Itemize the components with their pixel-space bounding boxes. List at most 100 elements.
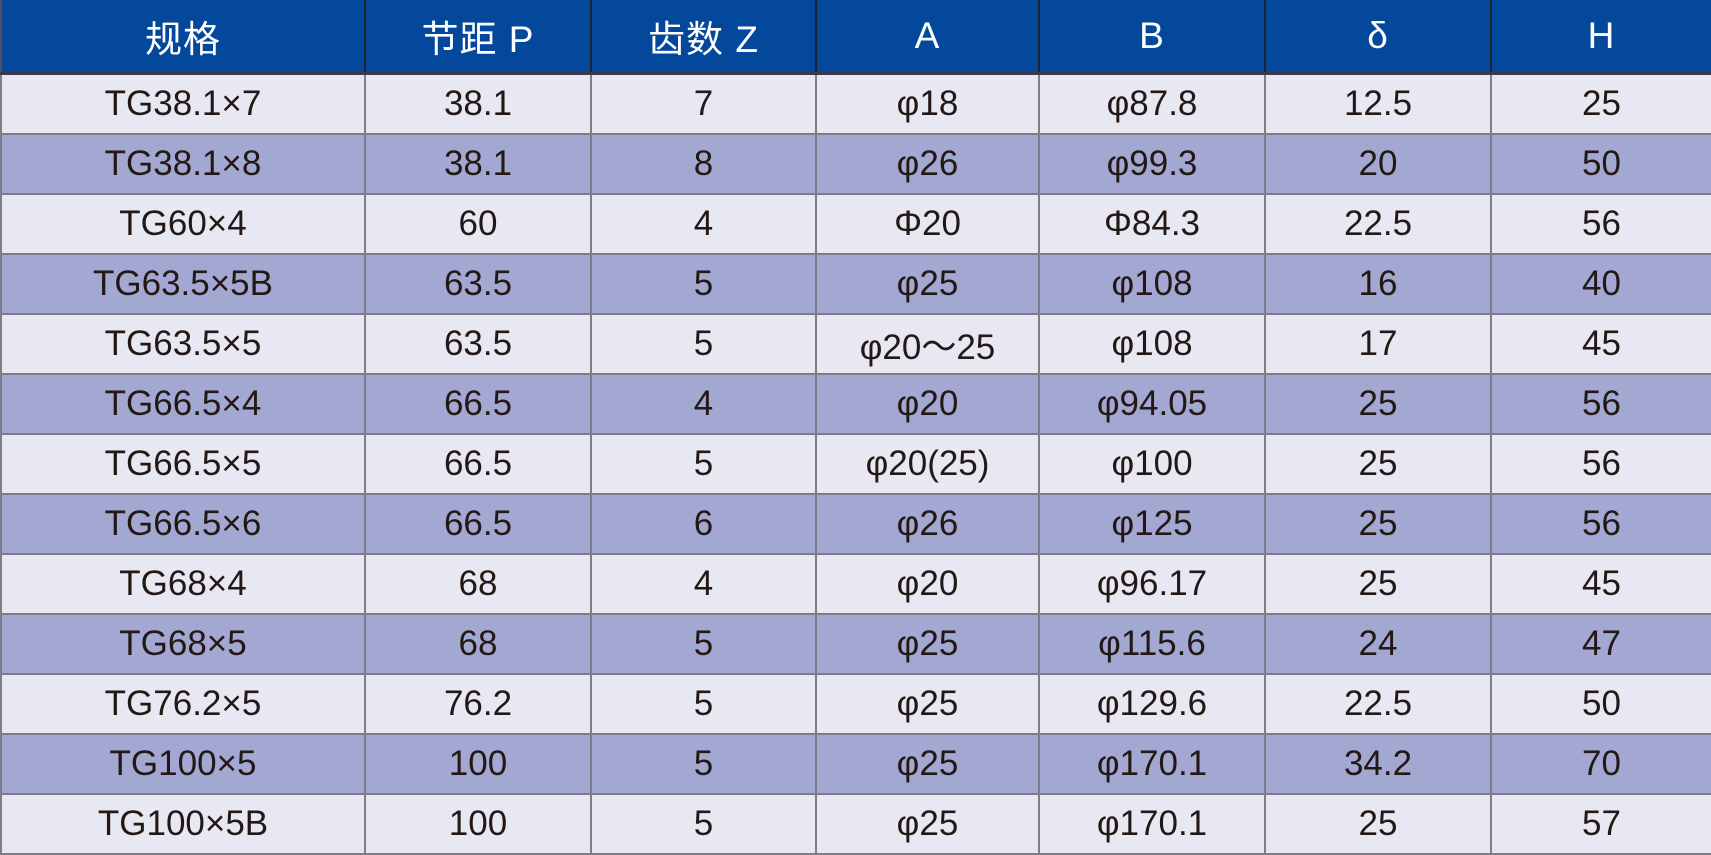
cell: 66.5 bbox=[364, 433, 592, 495]
column-header-4: B bbox=[1038, 0, 1265, 74]
cell: TG100×5 bbox=[0, 733, 366, 795]
cell: φ20 bbox=[815, 373, 1040, 435]
cell: 8 bbox=[590, 133, 817, 195]
cell: φ25 bbox=[815, 253, 1040, 315]
cell: TG66.5×5 bbox=[0, 433, 366, 495]
cell: 4 bbox=[590, 553, 817, 615]
cell: 5 bbox=[590, 733, 817, 795]
cell: 5 bbox=[590, 613, 817, 675]
table-row: TG60×4 60 4 Φ20 Φ84.3 22.5 56 bbox=[0, 193, 1711, 255]
cell: φ170.1 bbox=[1038, 793, 1266, 855]
cell: 63.5 bbox=[364, 253, 592, 315]
column-header-6: H bbox=[1490, 0, 1711, 74]
cell: TG63.5×5B bbox=[0, 253, 366, 315]
cell: φ20(25) bbox=[815, 433, 1040, 495]
cell: φ25 bbox=[815, 733, 1040, 795]
cell: φ20～25 bbox=[815, 313, 1040, 375]
cell: 45 bbox=[1490, 313, 1711, 375]
cell: TG38.1×7 bbox=[0, 72, 366, 135]
cell: 60 bbox=[364, 193, 592, 255]
cell: 25 bbox=[1264, 433, 1492, 495]
cell: φ25 bbox=[815, 673, 1040, 735]
table-row: TG66.5×5 66.5 5 φ20(25) φ100 25 56 bbox=[0, 433, 1711, 495]
table-row: TG76.2×5 76.2 5 φ25 φ129.6 22.5 50 bbox=[0, 673, 1711, 735]
cell: 66.5 bbox=[364, 373, 592, 435]
table-row: TG68×4 68 4 φ20 φ96.17 25 45 bbox=[0, 553, 1711, 615]
cell: 50 bbox=[1490, 673, 1711, 735]
cell: 45 bbox=[1490, 553, 1711, 615]
cell: TG100×5B bbox=[0, 793, 366, 855]
cell: 40 bbox=[1490, 253, 1711, 315]
cell: 16 bbox=[1264, 253, 1492, 315]
table-row: TG38.1×7 38.1 7 φ18 φ87.8 12.5 25 bbox=[0, 72, 1711, 135]
cell: φ26 bbox=[815, 133, 1040, 195]
cell: 100 bbox=[364, 793, 592, 855]
cell: 24 bbox=[1264, 613, 1492, 675]
cell: 38.1 bbox=[364, 72, 592, 135]
table-row: TG63.5×5 63.5 5 φ20～25 φ108 17 45 bbox=[0, 313, 1711, 375]
cell: φ96.17 bbox=[1038, 553, 1266, 615]
cell: Φ20 bbox=[815, 193, 1040, 255]
cell: Φ84.3 bbox=[1038, 193, 1266, 255]
cell: 25 bbox=[1264, 493, 1492, 555]
cell: 68 bbox=[364, 553, 592, 615]
cell: 22.5 bbox=[1264, 193, 1492, 255]
cell: φ26 bbox=[815, 493, 1040, 555]
cell: TG76.2×5 bbox=[0, 673, 366, 735]
cell: 34.2 bbox=[1264, 733, 1492, 795]
cell: 4 bbox=[590, 193, 817, 255]
cell: TG38.1×8 bbox=[0, 133, 366, 195]
cell: TG68×4 bbox=[0, 553, 366, 615]
cell: 25 bbox=[1264, 553, 1492, 615]
table-row: TG68×5 68 5 φ25 φ115.6 24 47 bbox=[0, 613, 1711, 675]
cell: TG66.5×6 bbox=[0, 493, 366, 555]
cell: 7 bbox=[590, 72, 817, 135]
table-row: TG66.5×6 66.5 6 φ26 φ125 25 56 bbox=[0, 493, 1711, 555]
cell: φ115.6 bbox=[1038, 613, 1266, 675]
cell: 17 bbox=[1264, 313, 1492, 375]
cell: 12.5 bbox=[1264, 72, 1492, 135]
column-header-0: 规格 bbox=[1, 0, 365, 74]
cell: TG66.5×4 bbox=[0, 373, 366, 435]
table-row: TG66.5×4 66.5 4 φ20 φ94.05 25 56 bbox=[0, 373, 1711, 435]
column-header-3: A bbox=[815, 0, 1039, 74]
table-row: TG63.5×5B 63.5 5 φ25 φ108 16 40 bbox=[0, 253, 1711, 315]
column-header-1: 节距 P bbox=[364, 0, 591, 74]
cell: 6 bbox=[590, 493, 817, 555]
cell: 56 bbox=[1490, 433, 1711, 495]
cell: TG68×5 bbox=[0, 613, 366, 675]
column-header-2: 齿数 Z bbox=[590, 0, 816, 74]
cell: φ20 bbox=[815, 553, 1040, 615]
cell: 5 bbox=[590, 793, 817, 855]
cell: 63.5 bbox=[364, 313, 592, 375]
cell: 70 bbox=[1490, 733, 1711, 795]
cell: 4 bbox=[590, 373, 817, 435]
cell: φ18 bbox=[815, 72, 1040, 135]
cell: 5 bbox=[590, 253, 817, 315]
table-row: TG100×5 100 5 φ25 φ170.1 34.2 70 bbox=[0, 733, 1711, 795]
cell: φ125 bbox=[1038, 493, 1266, 555]
cell: 47 bbox=[1490, 613, 1711, 675]
table-row: TG100×5B 100 5 φ25 φ170.1 25 57 bbox=[0, 793, 1711, 855]
cell: 5 bbox=[590, 433, 817, 495]
cell: φ108 bbox=[1038, 313, 1266, 375]
cell: 100 bbox=[364, 733, 592, 795]
cell: 20 bbox=[1264, 133, 1492, 195]
cell: 5 bbox=[590, 313, 817, 375]
cell: TG60×4 bbox=[0, 193, 366, 255]
cell: 56 bbox=[1490, 193, 1711, 255]
cell: 56 bbox=[1490, 493, 1711, 555]
cell: 57 bbox=[1490, 793, 1711, 855]
cell: 68 bbox=[364, 613, 592, 675]
cell: 76.2 bbox=[364, 673, 592, 735]
cell: 38.1 bbox=[364, 133, 592, 195]
cell: φ129.6 bbox=[1038, 673, 1266, 735]
cell: φ170.1 bbox=[1038, 733, 1266, 795]
cell: 25 bbox=[1264, 793, 1492, 855]
cell: φ100 bbox=[1038, 433, 1266, 495]
cell: 25 bbox=[1264, 373, 1492, 435]
cell: 66.5 bbox=[364, 493, 592, 555]
table-row: TG38.1×8 38.1 8 φ26 φ99.3 20 50 bbox=[0, 133, 1711, 195]
